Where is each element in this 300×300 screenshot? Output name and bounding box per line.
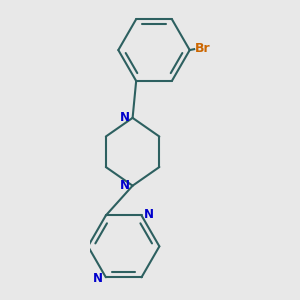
Text: N: N [120, 111, 130, 124]
Text: N: N [120, 179, 130, 192]
Text: Br: Br [195, 42, 211, 55]
Text: N: N [144, 208, 154, 221]
Text: N: N [93, 272, 103, 285]
